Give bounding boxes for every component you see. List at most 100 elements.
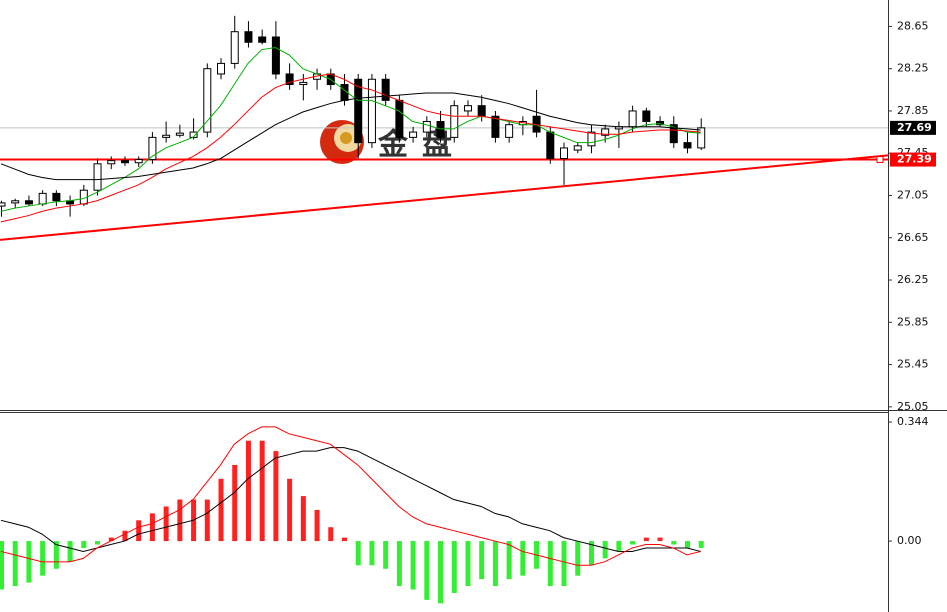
candle-body (244, 31, 253, 43)
histogram-bar (520, 541, 526, 576)
y-tick-label: 26.65 (897, 231, 929, 244)
candle-body (354, 78, 363, 144)
candle-body (463, 105, 472, 112)
histogram-bar (26, 541, 32, 583)
histogram-bar (163, 506, 169, 542)
histogram-bar (685, 541, 690, 548)
candle-body (546, 131, 555, 160)
histogram-bar (232, 464, 238, 542)
histogram-bar (108, 537, 114, 542)
histogram-bar (273, 451, 279, 542)
candle-body (162, 134, 171, 138)
y-tick-label: 28.65 (897, 19, 929, 32)
y-tick-label: 27.85 (897, 104, 929, 117)
histogram-bar (287, 478, 293, 542)
histogram-bar (410, 541, 416, 590)
histogram-bar (245, 440, 251, 542)
candle-body (656, 121, 665, 126)
histogram-bar (438, 541, 444, 604)
candle-body (271, 36, 280, 75)
candle-body (587, 131, 596, 147)
y-tick-label: 25.05 (897, 400, 929, 413)
y-tick-label: 26.25 (897, 273, 929, 286)
candle-body (477, 105, 486, 117)
candle-body (628, 110, 637, 128)
y-tick-label: 25.45 (897, 358, 929, 371)
y-tick-label: 27.05 (897, 188, 929, 201)
candle-body (642, 110, 651, 123)
histogram-bar (53, 541, 59, 569)
candle-body (258, 36, 267, 43)
histogram-bar (259, 440, 265, 542)
candle-body (93, 163, 102, 191)
histogram-bar (479, 541, 485, 580)
histogram-bar (314, 509, 320, 542)
histogram-bar (492, 541, 498, 587)
histogram-bar (396, 541, 402, 587)
histogram-bar (424, 541, 430, 600)
histogram-bar (657, 537, 663, 542)
candle-body (203, 68, 212, 133)
candle-body (505, 124, 514, 138)
candle-body (381, 78, 390, 101)
candle-body (450, 105, 459, 138)
candle-body (52, 192, 61, 202)
histogram-bar (300, 496, 306, 542)
histogram-bar (355, 541, 361, 566)
candle-body (669, 124, 678, 144)
price-label-box (890, 120, 936, 135)
candle-body (422, 121, 431, 133)
histogram-bar (40, 541, 46, 576)
candle-body (230, 31, 239, 64)
candle-body (134, 159, 143, 164)
hline-marker (876, 156, 884, 164)
candle-body (299, 81, 308, 86)
histogram-bar (0, 541, 4, 590)
candle-body (148, 136, 157, 161)
histogram-bar (95, 541, 101, 545)
candle-body (409, 131, 418, 138)
histogram-bar (506, 541, 512, 580)
histogram-bar (81, 541, 87, 548)
trend-line (0, 154, 889, 241)
candle-body (491, 115, 500, 138)
candle-body (0, 202, 6, 207)
moving-average (0, 92, 701, 181)
candle-body (38, 192, 47, 205)
hline-label-box (890, 152, 936, 167)
y-tick-label: 0.344 (897, 415, 929, 428)
candle-body (436, 121, 445, 138)
histogram-bar (149, 513, 155, 542)
candle-body (107, 160, 116, 165)
candle-body (601, 128, 610, 136)
candle-body (120, 160, 129, 164)
moving-average (0, 47, 701, 212)
y-tick-label: 0.00 (897, 534, 922, 547)
histogram-bar (67, 541, 73, 562)
candle-body (697, 127, 706, 149)
moving-average (0, 73, 701, 223)
macd-line (0, 426, 701, 566)
histogram-bar (383, 541, 389, 569)
candle-body (395, 99, 404, 138)
candle-body (560, 147, 569, 160)
histogram-bar (369, 541, 375, 566)
candle-body (573, 145, 582, 151)
hline-label: 27.39 (897, 153, 932, 166)
macd-line (0, 447, 701, 552)
histogram-bar (547, 541, 553, 587)
candle-body (683, 142, 692, 149)
histogram-bar (204, 499, 210, 542)
histogram-bar (616, 541, 622, 552)
histogram-bar (561, 541, 567, 587)
histogram-bar (328, 527, 334, 542)
candle-body (367, 78, 376, 144)
histogram-bar (643, 537, 649, 542)
histogram-bar (451, 541, 457, 593)
histogram-bar (136, 520, 142, 542)
candle-body (175, 132, 184, 136)
histogram-bar (671, 541, 677, 545)
histogram-bar (602, 541, 608, 559)
histogram-bar (122, 530, 128, 542)
